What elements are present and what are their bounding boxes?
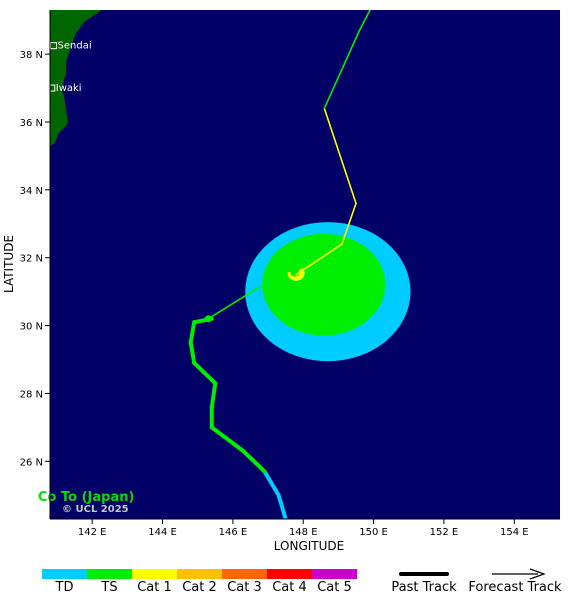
forecast-track-segment <box>207 287 259 320</box>
intensity-legend: TD TS Cat 1 Cat 2 Cat 3 Cat 4 Cat 5 <box>42 569 357 595</box>
x-tick-label: 150 E <box>359 527 388 538</box>
y-tick-label: 36 N <box>20 118 43 129</box>
last-fix-marker <box>204 315 212 323</box>
japan-coastline <box>50 10 102 146</box>
storm-name-label: Co To (Japan) <box>38 490 134 505</box>
credit-label: © UCL 2025 <box>62 504 129 515</box>
past-track-segment <box>241 449 267 474</box>
past-track-segment <box>188 320 197 345</box>
y-tick-label: 32 N <box>20 254 43 265</box>
legend-label: Cat 2 <box>182 580 217 595</box>
forecast-track-segment <box>341 202 357 245</box>
legend-swatch-cat2 <box>177 569 222 579</box>
forecast-track-segment <box>295 243 343 276</box>
y-axis-title: LATITUDE <box>2 235 16 293</box>
legend-label: Cat 1 <box>137 580 172 595</box>
forecast-track-segment <box>323 107 357 205</box>
x-axis: 142 E 144 E 146 E 148 E 150 E 152 E 154 E <box>50 518 560 538</box>
forecast-track-segment <box>323 29 361 110</box>
past-track-segment <box>188 340 197 365</box>
track-layer <box>188 10 371 519</box>
x-tick-label: 148 E <box>289 527 318 538</box>
wind-field-inner <box>262 233 386 336</box>
past-track-label: Past Track <box>391 580 457 595</box>
y-tick-label: 28 N <box>20 389 43 400</box>
forecast-track-legend: Forecast Track <box>468 568 562 595</box>
legend-label: Cat 3 <box>227 580 262 595</box>
forecast-arrow-icon <box>529 568 546 580</box>
city-square-icon <box>50 84 56 92</box>
y-tick-label: 30 N <box>20 322 43 333</box>
x-tick-label: 142 E <box>78 527 107 538</box>
past-track-segment <box>276 493 288 519</box>
x-tick-label: 152 E <box>430 527 459 538</box>
legend-swatch-cat1 <box>132 569 177 579</box>
past-track-segment <box>262 469 281 498</box>
legend-swatch-ts <box>87 569 132 579</box>
city-label: Sendai <box>58 41 92 52</box>
legend-label: TS <box>100 580 117 595</box>
city-label: Iwaki <box>56 83 82 94</box>
y-tick-label: 26 N <box>20 457 43 468</box>
legend-label: TD <box>55 580 74 595</box>
city-marker: Iwaki <box>50 83 82 94</box>
forecast-track-label: Forecast Track <box>468 580 562 595</box>
legend-swatch-cat5 <box>312 569 357 579</box>
y-tick-label: 38 N <box>20 50 43 61</box>
x-axis-title: LONGITUDE <box>274 539 344 553</box>
y-axis: 38 N 36 N 34 N 32 N 30 N 28 N 26 N <box>20 10 51 519</box>
city-layer: Sendai Iwaki <box>50 41 92 94</box>
forecast-track-segment <box>358 10 371 32</box>
city-square-icon <box>50 42 58 50</box>
legend-label: Cat 5 <box>317 580 352 595</box>
past-track-legend: Past Track <box>391 572 457 595</box>
city-marker: Sendai <box>50 41 92 52</box>
x-tick-label: 154 E <box>500 527 529 538</box>
past-track-segment <box>209 425 246 454</box>
current-position-marker <box>287 268 305 281</box>
legend-swatch-td <box>42 569 87 579</box>
past-track-segment <box>192 360 218 386</box>
legend-label: Cat 4 <box>272 580 307 595</box>
legend-swatch-cat3 <box>222 569 267 579</box>
x-tick-label: 144 E <box>148 527 177 538</box>
y-tick-label: 34 N <box>20 186 43 197</box>
legend-swatch-cat4 <box>267 569 312 579</box>
past-track-segment <box>209 381 218 410</box>
x-tick-label: 146 E <box>219 527 248 538</box>
